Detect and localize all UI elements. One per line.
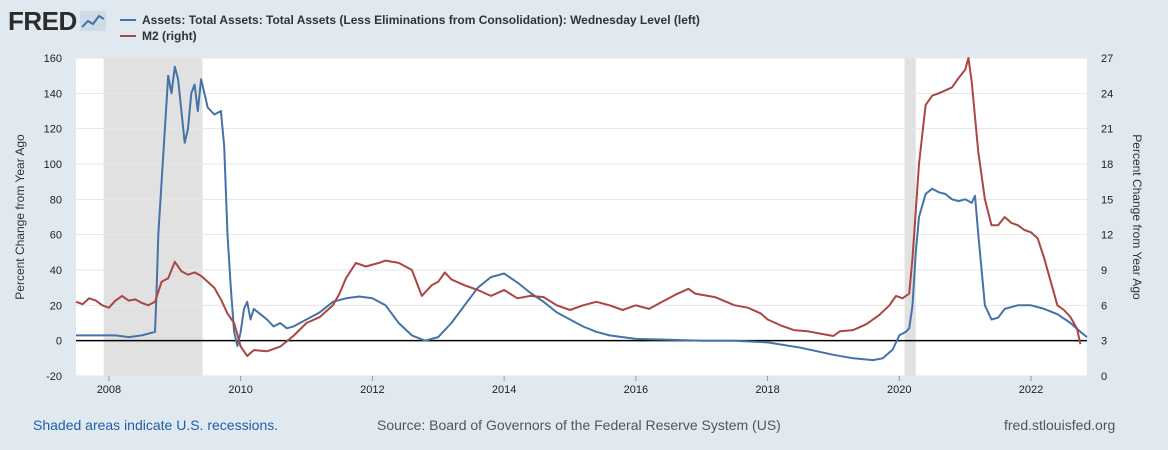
- recession-band-1: [904, 58, 916, 376]
- source-note: Source: Board of Governors of the Federa…: [377, 417, 781, 433]
- chart: -20 0 20 40 60 80 100 120 140 160 0 3 6 9 12 15 18 21 24 27…: [13, 53, 1144, 396]
- y-left-tick-label: 60: [50, 230, 62, 242]
- x-tick-label: 2014: [492, 384, 516, 396]
- legend-swatch-assets: [120, 19, 136, 21]
- y-right-tick-label: 21: [1101, 124, 1113, 136]
- x-tick-label: 2008: [97, 384, 121, 396]
- x-tick-label: 2016: [624, 384, 648, 396]
- recessions-note-link[interactable]: Shaded areas indicate U.S. recessions.: [33, 417, 279, 433]
- y-right-tick-label: 3: [1101, 336, 1107, 348]
- legend-entry-m2[interactable]: M2 (right): [120, 28, 700, 44]
- y-axis-left-title: Percent Change from Year Ago: [13, 134, 27, 300]
- y-left-tick-label: 20: [50, 300, 62, 312]
- recession-band-0: [103, 58, 203, 376]
- y-right-tick-label: 18: [1101, 159, 1113, 171]
- recession-shading: [103, 58, 916, 376]
- y-right-tick-label: 6: [1101, 300, 1107, 312]
- y-axis-right-title: Percent Change from Year Ago: [1130, 134, 1144, 300]
- chart-legend: Assets: Total Assets: Total Assets (Less…: [120, 12, 700, 44]
- tick-labels: -20 0 20 40 60 80 100 120 140 160 0 3 6 9 12 15 18 21 24 27…: [44, 53, 1114, 396]
- legend-label-m2: M2 (right): [142, 29, 197, 43]
- y-left-tick-label: 80: [50, 194, 62, 206]
- y-right-tick-label: 24: [1101, 88, 1113, 100]
- y-right-tick-label: 12: [1101, 230, 1113, 242]
- y-left-tick-label: 160: [44, 53, 62, 65]
- y-left-tick-label: -20: [46, 371, 62, 383]
- legend-entry-assets[interactable]: Assets: Total Assets: Total Assets (Less…: [120, 12, 700, 28]
- x-tick-label: 2020: [887, 384, 911, 396]
- y-right-tick-label: 0: [1101, 371, 1107, 383]
- fred-logo-text: FRED: [8, 5, 77, 36]
- series-lines: [75, 57, 1088, 362]
- fred-logo[interactable]: FRED: [8, 6, 106, 36]
- x-tick-label: 2018: [755, 384, 779, 396]
- series-line-m2: [75, 57, 1082, 357]
- x-tick-label: 2010: [228, 384, 252, 396]
- legend-swatch-m2: [120, 35, 136, 37]
- y-left-tick-label: 40: [50, 265, 62, 277]
- x-tick-label: 2022: [1019, 384, 1043, 396]
- legend-label-assets: Assets: Total Assets: Total Assets (Less…: [142, 13, 700, 27]
- y-right-tick-label: 15: [1101, 194, 1113, 206]
- site-url-link[interactable]: fred.stlouisfed.org: [1004, 417, 1116, 433]
- y-right-tick-label: 27: [1101, 53, 1113, 65]
- y-left-tick-label: 0: [56, 336, 62, 348]
- y-left-tick-label: 140: [44, 88, 62, 100]
- line-graph-icon: [79, 11, 106, 31]
- y-left-tick-label: 100: [44, 159, 62, 171]
- x-tick-label: 2012: [360, 384, 384, 396]
- y-right-tick-label: 9: [1101, 265, 1107, 277]
- series-line-assets: [76, 65, 1088, 362]
- y-left-tick-label: 120: [44, 124, 62, 136]
